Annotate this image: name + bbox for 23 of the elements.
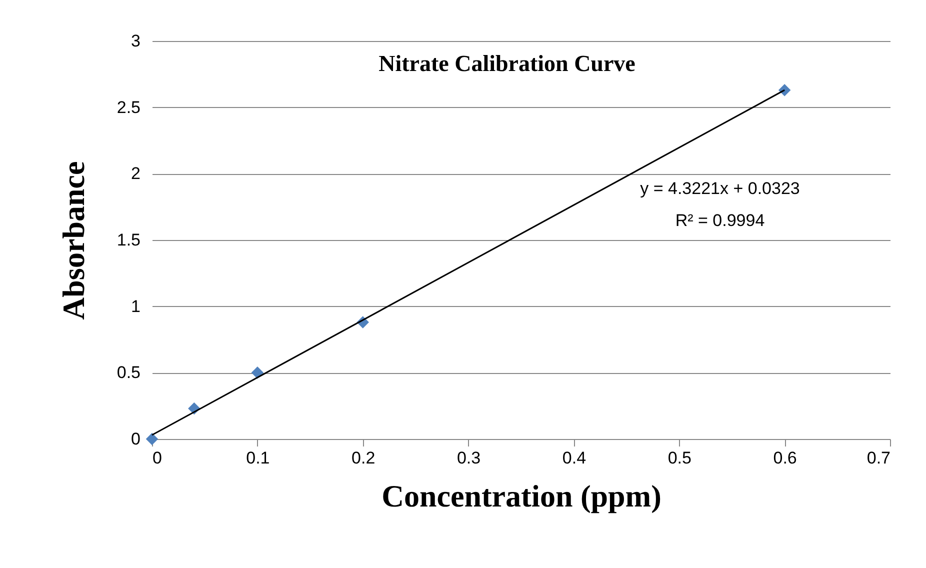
x-tick-label: 0.7 — [866, 448, 890, 468]
y-tick-label: 3 — [131, 32, 140, 50]
y-tick-label: 2 — [131, 164, 140, 184]
y-tick-label: 0.5 — [116, 363, 140, 382]
x-tick-label: 0.6 — [773, 448, 797, 468]
point — [146, 432, 158, 446]
point — [251, 366, 264, 379]
y-tick-label: 1 — [131, 296, 140, 316]
x-tick-label: 0.5 — [668, 448, 692, 468]
y-tick-label: 1.5 — [116, 230, 140, 250]
x-tick-label: 0 — [152, 448, 162, 468]
y-tick-label: 0 — [131, 430, 140, 448]
annotation: R² = 0.9994 — [675, 211, 765, 230]
point — [778, 84, 791, 96]
x-tick-label: 0.3 — [456, 448, 481, 468]
x-tick-label: 0.2 — [352, 448, 376, 468]
x-tick-label: 0.4 — [562, 448, 586, 468]
annotation: y = 4.3221x + 0.0323 — [640, 179, 800, 198]
x-axis-title: Concentration (ppm) — [382, 478, 662, 514]
y-tick-label: 2.5 — [116, 98, 140, 117]
y-axis-title: Absorbance — [56, 161, 91, 320]
x-tick-label: 0.1 — [246, 448, 270, 468]
chart-title: Nitrate Calibration Curve — [378, 51, 636, 76]
